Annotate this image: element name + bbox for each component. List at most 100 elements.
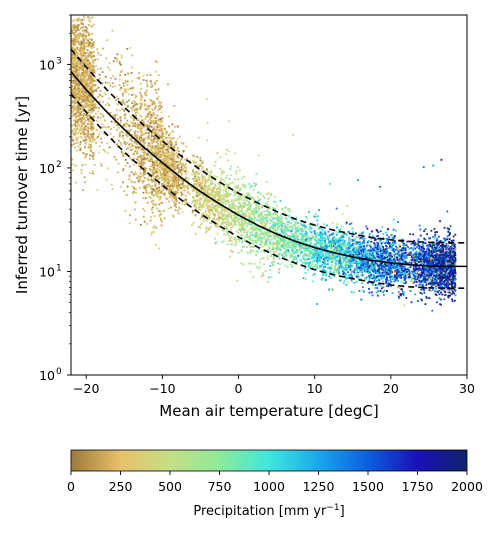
data-point (171, 149, 174, 151)
data-point (144, 209, 146, 212)
data-point (299, 239, 302, 242)
data-point (235, 238, 238, 241)
data-point (223, 196, 225, 199)
data-point (225, 153, 228, 156)
data-point (179, 161, 182, 164)
data-point (221, 229, 224, 231)
data-point (77, 24, 80, 27)
data-point (266, 258, 269, 260)
data-point (240, 221, 243, 223)
data-point (175, 196, 177, 199)
data-point (85, 133, 88, 135)
data-point (427, 247, 430, 250)
data-point (152, 164, 155, 167)
data-point (304, 247, 307, 250)
data-point (200, 189, 202, 191)
data-point (77, 29, 80, 31)
data-point (255, 240, 258, 243)
data-point (281, 220, 284, 222)
data-point (95, 129, 98, 131)
data-point (220, 177, 222, 180)
data-point (233, 207, 236, 210)
data-point (192, 209, 194, 212)
data-point (91, 80, 94, 83)
data-point (180, 194, 183, 197)
data-point (394, 279, 396, 282)
data-point (423, 289, 426, 292)
data-point (239, 196, 242, 199)
data-point (242, 185, 245, 188)
data-point (240, 262, 243, 265)
data-point (331, 239, 334, 242)
data-point (294, 237, 297, 240)
data-point (434, 276, 437, 279)
data-point (105, 178, 108, 181)
data-point (309, 237, 312, 240)
data-point (210, 199, 213, 202)
data-point (125, 88, 127, 91)
data-point (202, 220, 205, 222)
data-point (251, 185, 254, 187)
data-point (297, 228, 300, 231)
data-point (305, 236, 308, 238)
data-point (91, 141, 94, 143)
data-point (155, 154, 158, 157)
data-point (348, 237, 351, 240)
data-point (80, 58, 83, 61)
data-point (75, 120, 78, 123)
data-point (123, 84, 125, 87)
data-point (216, 209, 218, 212)
data-point (448, 228, 451, 231)
data-point (75, 164, 78, 167)
data-point (429, 237, 432, 240)
data-point (156, 158, 159, 161)
data-point (122, 169, 124, 172)
data-point (377, 290, 380, 292)
data-point (335, 255, 338, 258)
data-point (95, 119, 98, 122)
data-point (237, 184, 239, 187)
data-point (132, 152, 135, 155)
data-point (95, 106, 98, 109)
data-point (121, 135, 124, 138)
data-point (378, 279, 381, 282)
data-point (415, 280, 418, 283)
data-point (139, 82, 142, 85)
data-point (133, 186, 136, 189)
data-point (74, 27, 77, 29)
data-point (232, 201, 235, 203)
data-point (71, 84, 74, 87)
data-point (233, 224, 236, 227)
data-point (203, 218, 206, 220)
data-point (279, 236, 281, 239)
data-point (85, 38, 88, 41)
data-point (385, 278, 387, 281)
data-point (71, 163, 74, 166)
data-point (249, 251, 252, 254)
data-point (299, 258, 302, 261)
data-point (394, 264, 397, 267)
data-point (166, 156, 169, 158)
data-point (310, 238, 313, 240)
data-point (86, 135, 89, 138)
data-point (439, 281, 442, 284)
data-point (264, 243, 267, 246)
data-point (388, 236, 391, 239)
data-point (379, 263, 381, 266)
data-point (378, 254, 381, 257)
data-point (79, 141, 82, 143)
data-point (153, 169, 156, 172)
data-point (396, 271, 398, 274)
data-point (132, 191, 135, 193)
data-point (200, 174, 203, 177)
data-point (255, 204, 258, 207)
data-point (180, 158, 183, 161)
data-point (339, 256, 342, 259)
data-point (421, 284, 424, 287)
data-point (160, 129, 163, 132)
data-point (80, 54, 83, 57)
data-point (280, 228, 283, 231)
data-point (273, 207, 276, 210)
data-point (136, 122, 139, 125)
data-point (424, 272, 426, 275)
